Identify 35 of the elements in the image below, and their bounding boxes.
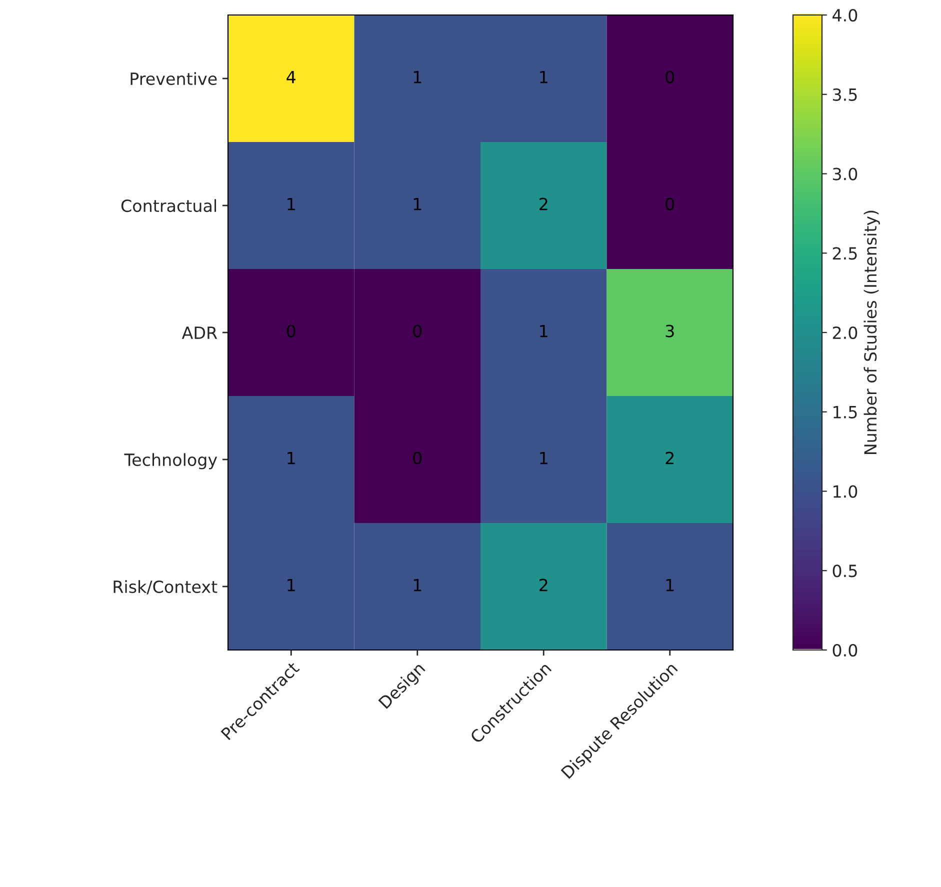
data-label: 0 — [666, 70, 674, 84]
data-label: 0 — [413, 452, 422, 464]
y-tick-label: Preventive — [130, 72, 217, 86]
data-label: 1 — [288, 452, 295, 464]
color-bar-label: 3.5 — [832, 88, 857, 101]
y-tick-label: Risk/Context — [114, 580, 218, 594]
data-label: 2 — [666, 452, 674, 464]
color-bar-label: 4.0 — [832, 8, 858, 22]
data-label: 0 — [286, 324, 296, 338]
data-label: 1 — [414, 198, 422, 210]
data-label: 1 — [414, 578, 422, 592]
color-bar-label: 3.0 — [832, 168, 858, 180]
color-bar-label: 2.5 — [832, 247, 857, 260]
y-tick-label: Contractual — [121, 199, 216, 212]
data-label: 4 — [286, 70, 296, 84]
data-label: 1 — [540, 452, 548, 464]
data-label: 3 — [666, 324, 674, 338]
data-label: 0 — [666, 198, 674, 210]
data-label: 1 — [666, 578, 674, 592]
color-bar-label: 0.5 — [832, 564, 857, 578]
color-bar-label: 0.0 — [832, 644, 858, 657]
data-label: 2 — [540, 198, 548, 210]
data-label: 2 — [540, 578, 548, 592]
data-label: 1 — [540, 324, 548, 338]
y-tick-label: Technology — [124, 453, 218, 470]
data-label: 1 — [288, 198, 295, 210]
data-label: 1 — [540, 70, 548, 84]
data-label: 1 — [288, 578, 295, 592]
color-bar-label: 2.0 — [832, 326, 858, 340]
color-bar-label: 1.5 — [834, 406, 857, 418]
color-bar-title: Number of Studies (Intensity) — [864, 210, 880, 454]
y-tick-label: ADR — [182, 326, 218, 339]
data-label: 1 — [414, 70, 422, 84]
color-bar-label: 1.0 — [834, 485, 858, 498]
data-label: 0 — [413, 324, 422, 338]
